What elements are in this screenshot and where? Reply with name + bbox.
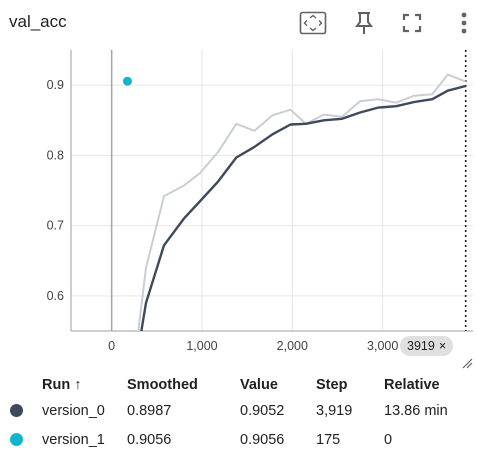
header-step[interactable]: Step bbox=[316, 377, 348, 393]
fit-domain-icon bbox=[299, 11, 327, 35]
chart-axes bbox=[70, 50, 473, 332]
x-tick-label: 1,000 bbox=[186, 339, 217, 353]
header-run[interactable]: Run ↑ bbox=[42, 377, 82, 393]
run-name: version_1 bbox=[42, 431, 105, 448]
step-value: 3,919 bbox=[316, 402, 353, 419]
y-tick-label: 0.7 bbox=[47, 219, 64, 233]
y-tick-label: 0.6 bbox=[47, 289, 64, 303]
more-options-button[interactable] bbox=[449, 8, 479, 38]
pin-button[interactable] bbox=[349, 8, 379, 38]
chart-grid bbox=[71, 50, 473, 331]
header-color bbox=[10, 374, 42, 396]
smoothed-value: 0.8987 bbox=[127, 402, 172, 419]
y-tick-label: 0.8 bbox=[47, 148, 64, 162]
line-chart[interactable]: 0 1,000 2,000 3,000 0.6 0.7 0.8 0.9 bbox=[0, 40, 479, 360]
table-row: version_0 0.8987 0.9052 3,919 13.86 min bbox=[10, 396, 474, 425]
smoothed-value: 0.9056 bbox=[127, 431, 172, 448]
hover-step-label: 3919 bbox=[407, 339, 435, 353]
fullscreen-icon bbox=[402, 13, 422, 33]
chart-plot-area bbox=[122, 73, 467, 331]
raw-series-line bbox=[137, 73, 467, 331]
x-tick-label: 3,000 bbox=[367, 339, 398, 353]
header-value[interactable]: Value bbox=[240, 377, 278, 393]
table-header-row: Run ↑ Smoothed Value Step Relative bbox=[10, 374, 474, 396]
raw-value: 0.9052 bbox=[240, 402, 285, 419]
relative-time: 13.86 min bbox=[384, 402, 448, 419]
raw-value: 0.9056 bbox=[240, 431, 285, 448]
hover-step-badge[interactable]: 3919 × bbox=[400, 336, 454, 356]
relative-time: 0 bbox=[384, 431, 393, 448]
data-point bbox=[122, 76, 132, 86]
chart-title: val_acc bbox=[9, 12, 67, 31]
y-tick-label: 0.9 bbox=[47, 78, 64, 92]
pin-icon bbox=[355, 12, 373, 34]
fullscreen-button[interactable] bbox=[397, 8, 427, 38]
header-relative[interactable]: Relative bbox=[384, 377, 440, 393]
step-value: 175 bbox=[316, 431, 341, 448]
x-tick-label: 2,000 bbox=[277, 339, 308, 353]
run-name: version_0 bbox=[42, 402, 105, 419]
runs-table: Run ↑ Smoothed Value Step Relative versi… bbox=[10, 374, 474, 454]
table-row: version_1 0.9056 0.9056 175 0 bbox=[10, 425, 474, 454]
more-vert-icon bbox=[461, 12, 467, 34]
fit-domain-button[interactable] bbox=[298, 8, 328, 38]
chart-tick-labels: 0 1,000 2,000 3,000 0.6 0.7 0.8 0.9 bbox=[47, 78, 399, 353]
run-color-swatch bbox=[10, 433, 23, 447]
run-color-swatch bbox=[10, 404, 23, 418]
resize-handle-icon[interactable] bbox=[461, 357, 473, 369]
x-tick-label: 0 bbox=[108, 339, 115, 353]
close-icon[interactable]: × bbox=[438, 339, 447, 353]
header-smoothed[interactable]: Smoothed bbox=[127, 377, 198, 393]
smoothed-series-line bbox=[140, 84, 467, 331]
